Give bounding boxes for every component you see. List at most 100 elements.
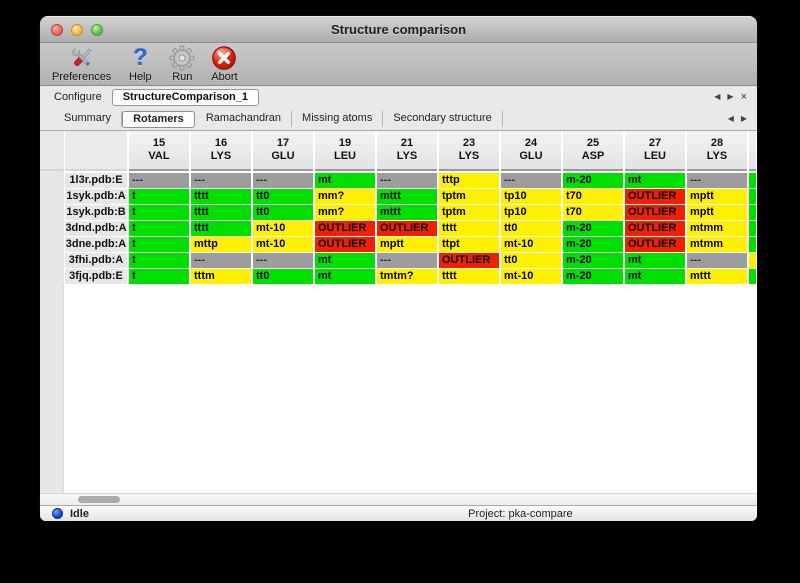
column-header-23[interactable]: 23 LYS — [439, 131, 499, 171]
rotamer-cell[interactable]: mt — [315, 253, 375, 268]
rotamer-cell[interactable]: tt0 — [253, 269, 313, 284]
rotamer-cell[interactable]: tt0 — [501, 253, 561, 268]
rotamer-cell[interactable]: OUTLIER — [625, 221, 685, 236]
rotamer-cell[interactable]: tttt — [191, 189, 251, 204]
rotamer-cell[interactable]: mtmm — [687, 221, 747, 236]
rotamer-cell-overflow[interactable] — [749, 173, 756, 188]
run-button[interactable]: Run — [169, 45, 195, 83]
rotamer-cell[interactable]: OUTLIER — [625, 189, 685, 204]
rotamer-cell[interactable]: m-20 — [563, 237, 623, 252]
rotamer-cell[interactable]: mt-10 — [253, 221, 313, 236]
rotamer-cell-overflow[interactable] — [749, 269, 756, 284]
rotamer-cell[interactable]: mt-10 — [501, 237, 561, 252]
rotamer-cell[interactable]: mtmm — [687, 237, 747, 252]
rotamer-cell[interactable]: mt — [625, 253, 685, 268]
rotamer-cell[interactable]: m-20 — [563, 221, 623, 236]
rotamer-cell[interactable]: mt — [625, 173, 685, 188]
rotamer-cell[interactable]: ttpt — [439, 237, 499, 252]
rotamer-cell-overflow[interactable] — [749, 221, 756, 236]
rotamer-cell[interactable]: tt0 — [501, 221, 561, 236]
rotamer-cell[interactable]: OUTLIER — [315, 237, 375, 252]
rotamer-cell[interactable]: tt0 — [253, 189, 313, 204]
rotamer-cell[interactable]: tt0 — [253, 205, 313, 220]
row-label[interactable]: 1syk.pdb:A — [65, 189, 127, 204]
minimize-window-icon[interactable] — [71, 24, 83, 36]
title-bar[interactable]: Structure comparison — [40, 16, 757, 43]
rotamer-cell[interactable]: mptt — [687, 205, 747, 220]
rotamer-cell[interactable]: t — [129, 221, 189, 236]
rotamer-cell[interactable]: tmtm? — [377, 269, 437, 284]
next-tab-icon[interactable]: ▶ — [740, 114, 747, 123]
rotamer-cell[interactable]: t70 — [563, 189, 623, 204]
rotamer-cell[interactable]: OUTLIER — [315, 221, 375, 236]
zoom-window-icon[interactable] — [91, 24, 103, 36]
horizontal-scrollbar[interactable] — [40, 493, 757, 505]
row-label[interactable]: 3dnd.pdb:A — [65, 221, 127, 236]
rotamer-cell[interactable]: t — [129, 269, 189, 284]
rotamer-cell[interactable]: t — [129, 253, 189, 268]
row-label[interactable]: 3fhi.pdb:A — [65, 253, 127, 268]
tab-summary[interactable]: Summary — [54, 111, 123, 127]
rotamer-cell[interactable]: t — [129, 237, 189, 252]
rotamer-cell[interactable]: mttt — [377, 205, 437, 220]
column-header-27[interactable]: 27 LEU — [625, 131, 685, 171]
configuration-tab[interactable]: StructureComparison_1 — [111, 88, 260, 106]
rotamer-cell[interactable]: m-20 — [563, 173, 623, 188]
rotamer-cell[interactable]: --- — [687, 173, 747, 188]
tab-ramachandran[interactable]: Ramachandran — [196, 111, 293, 127]
rotamer-cell[interactable]: tp10 — [501, 189, 561, 204]
row-label[interactable]: 3fjq.pdb:E — [65, 269, 127, 284]
rotamer-cell[interactable]: mptt — [377, 237, 437, 252]
column-header-28[interactable]: 28 LYS — [687, 131, 747, 171]
rotamer-cell[interactable]: tttt — [191, 205, 251, 220]
rotamer-cell[interactable]: mttt — [377, 189, 437, 204]
column-header-16[interactable]: 16 LYS — [191, 131, 251, 171]
abort-button[interactable]: Abort — [211, 45, 238, 83]
rotamer-cell[interactable]: tttm — [191, 269, 251, 284]
rotamer-cell[interactable]: t70 — [563, 205, 623, 220]
column-header-25[interactable]: 25 ASP — [563, 131, 623, 171]
tab-secondary-structure[interactable]: Secondary structure — [383, 111, 503, 127]
rotamer-cell[interactable]: --- — [687, 253, 747, 268]
column-header-15[interactable]: 15 VAL — [129, 131, 189, 171]
close-config-icon[interactable]: × — [740, 91, 747, 103]
rotamer-cell[interactable]: mt-10 — [501, 269, 561, 284]
rotamer-cell-overflow[interactable] — [749, 253, 756, 268]
rotamer-cell[interactable]: --- — [191, 173, 251, 188]
rotamer-cell[interactable]: m-20 — [563, 269, 623, 284]
rotamer-cell[interactable]: mt — [315, 173, 375, 188]
row-label[interactable]: 1l3r.pdb:E — [65, 173, 127, 188]
help-button[interactable]: ? Help — [127, 45, 153, 84]
rotamer-cell[interactable]: mttp — [191, 237, 251, 252]
rotamer-cell[interactable]: mt — [315, 269, 375, 284]
rotamer-cell[interactable]: tttt — [439, 221, 499, 236]
rotamer-cell[interactable]: --- — [377, 173, 437, 188]
column-header-24[interactable]: 24 GLU — [501, 131, 561, 171]
scrollbar-thumb[interactable] — [78, 496, 120, 503]
column-header-19[interactable]: 19 LEU — [315, 131, 375, 171]
column-header-17[interactable]: 17 GLU — [253, 131, 313, 171]
rotamer-cell[interactable]: --- — [377, 253, 437, 268]
rotamer-cell-overflow[interactable] — [749, 189, 756, 204]
rotamer-cell[interactable]: mt — [625, 269, 685, 284]
prev-tab-icon[interactable]: ◀ — [727, 114, 734, 123]
rotamer-cell[interactable]: tttt — [191, 221, 251, 236]
rotamer-cell[interactable]: mt-10 — [253, 237, 313, 252]
rotamer-cell[interactable]: tp10 — [501, 205, 561, 220]
row-label[interactable]: 3dne.pdb:A — [65, 237, 127, 252]
rotamer-cell[interactable]: OUTLIER — [625, 237, 685, 252]
tab-rotamers[interactable]: Rotamers — [122, 110, 195, 128]
rotamer-cell-overflow[interactable] — [749, 237, 756, 252]
rotamer-cell[interactable]: --- — [191, 253, 251, 268]
rotamer-cell[interactable]: OUTLIER — [377, 221, 437, 236]
preferences-button[interactable]: Preferences — [52, 45, 111, 83]
row-label[interactable]: 1syk.pdb:B — [65, 205, 127, 220]
tab-missing-atoms[interactable]: Missing atoms — [292, 111, 384, 127]
rotamer-cell[interactable]: mptt — [687, 189, 747, 204]
next-config-icon[interactable]: ▶ — [727, 92, 734, 101]
rotamer-cell[interactable]: t — [129, 205, 189, 220]
rotamer-cell[interactable]: --- — [501, 173, 561, 188]
rotamer-cell[interactable]: tptm — [439, 189, 499, 204]
rotamer-cell[interactable]: OUTLIER — [439, 253, 499, 268]
rotamer-cell[interactable]: --- — [129, 173, 189, 188]
